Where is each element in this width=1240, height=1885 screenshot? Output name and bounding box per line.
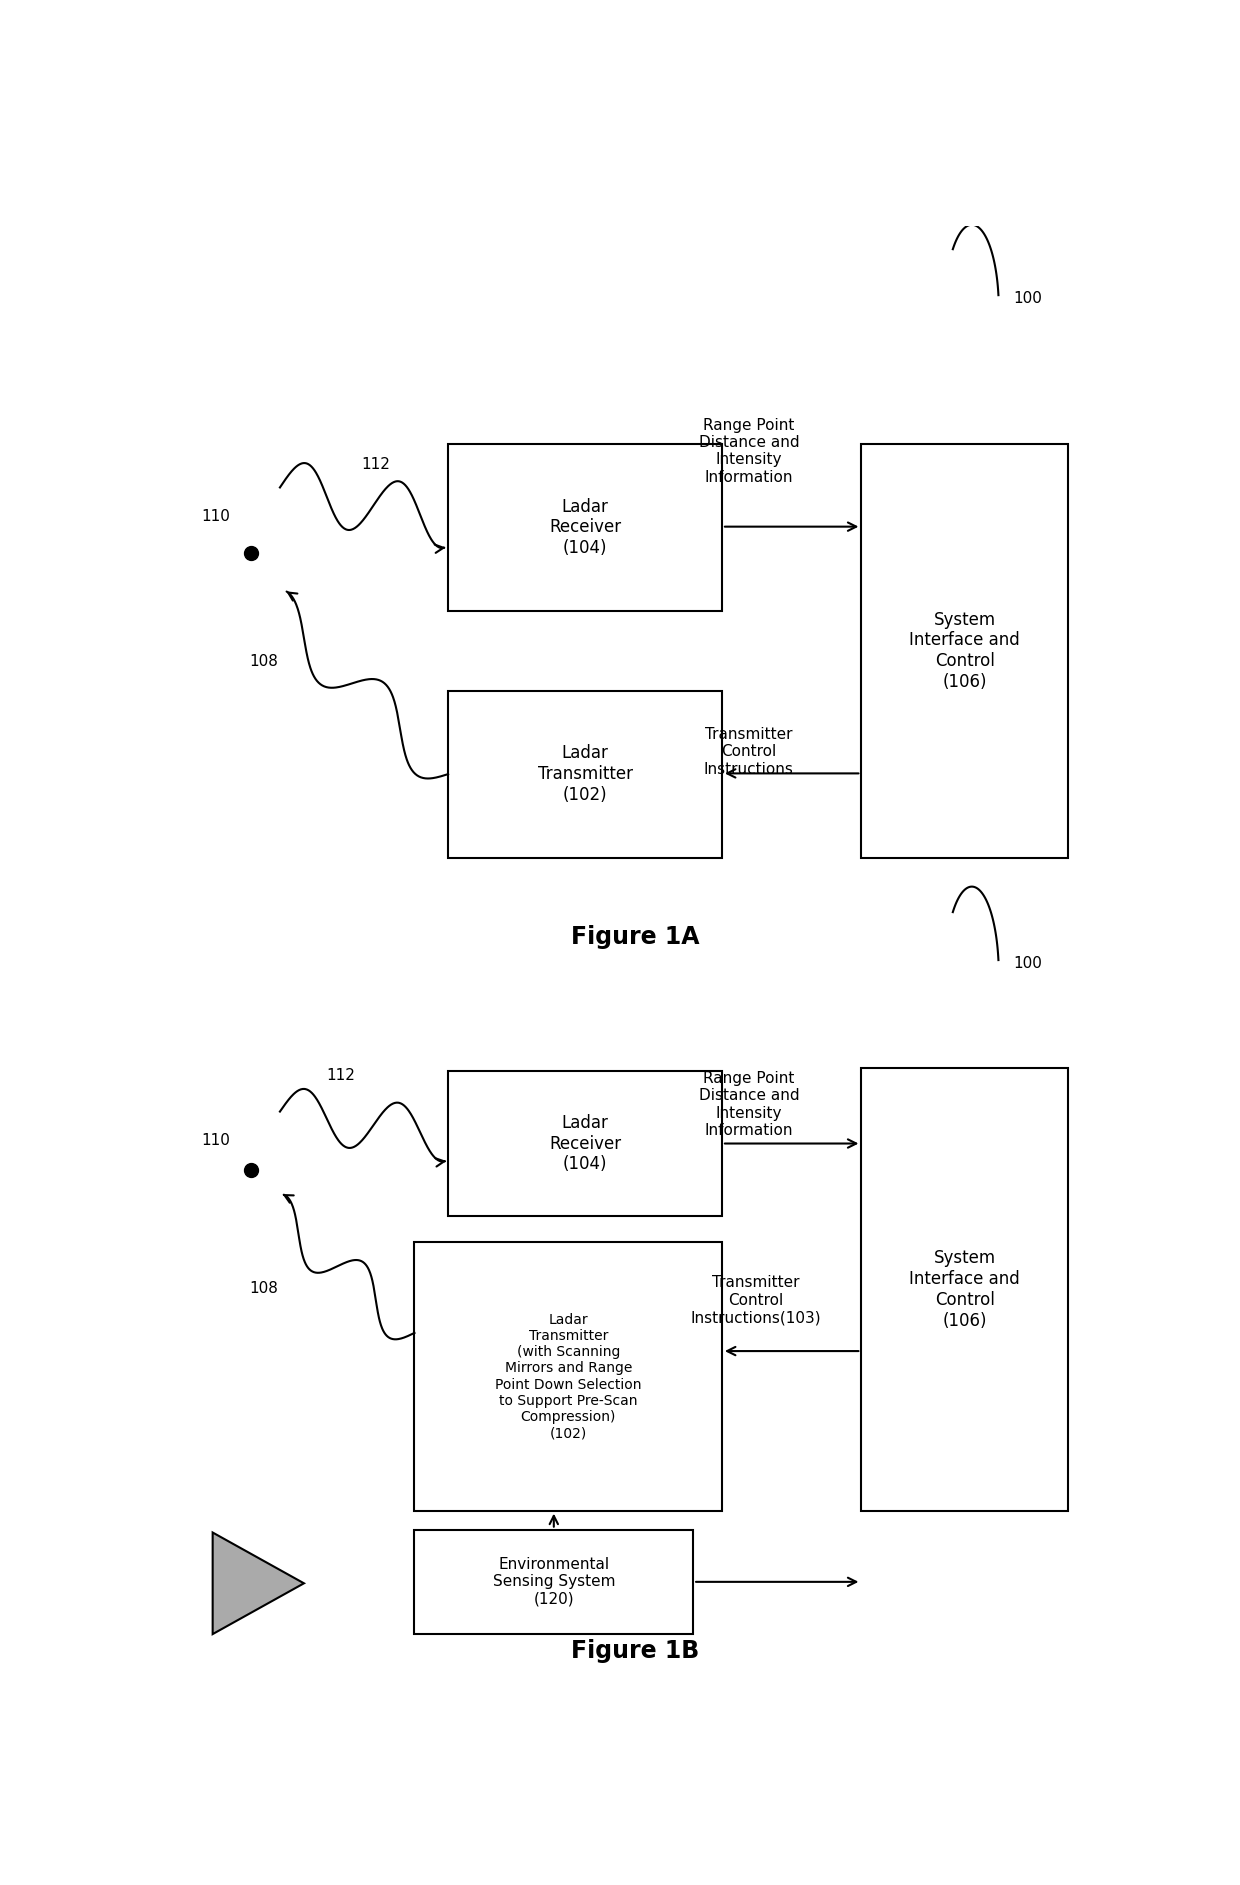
Text: Range Point
Distance and
Intensity
Information: Range Point Distance and Intensity Infor… bbox=[698, 1071, 800, 1139]
Text: 108: 108 bbox=[249, 1282, 278, 1297]
Text: Ladar
Receiver
(104): Ladar Receiver (104) bbox=[549, 1114, 621, 1172]
Text: System
Interface and
Control
(106): System Interface and Control (106) bbox=[909, 1250, 1021, 1329]
Text: 100: 100 bbox=[1013, 956, 1042, 971]
Text: Ladar
Transmitter
(102): Ladar Transmitter (102) bbox=[538, 745, 632, 803]
Text: 110: 110 bbox=[201, 509, 229, 524]
Bar bbox=[448, 1071, 722, 1216]
Text: Transmitter
Control
Instructions: Transmitter Control Instructions bbox=[704, 728, 794, 777]
Polygon shape bbox=[213, 1533, 304, 1634]
Bar bbox=[448, 443, 722, 611]
Text: 112: 112 bbox=[326, 1067, 355, 1082]
Bar bbox=[448, 690, 722, 858]
Bar bbox=[862, 445, 1068, 858]
Text: Range Point
Distance and
Intensity
Information: Range Point Distance and Intensity Infor… bbox=[698, 418, 800, 484]
Bar bbox=[414, 1242, 722, 1510]
Text: Environmental
Sensing System
(120): Environmental Sensing System (120) bbox=[492, 1557, 615, 1606]
Text: Ladar
Receiver
(104): Ladar Receiver (104) bbox=[549, 498, 621, 558]
Text: System
Interface and
Control
(106): System Interface and Control (106) bbox=[909, 611, 1021, 692]
Text: 100: 100 bbox=[1013, 292, 1042, 305]
Text: 112: 112 bbox=[362, 456, 391, 471]
Text: Figure 1B: Figure 1B bbox=[572, 1640, 699, 1663]
Text: 108: 108 bbox=[249, 654, 278, 669]
Text: Ladar
Transmitter
(with Scanning
Mirrors and Range
Point Down Selection
to Suppo: Ladar Transmitter (with Scanning Mirrors… bbox=[495, 1312, 641, 1440]
Text: Figure 1A: Figure 1A bbox=[572, 926, 699, 950]
Text: Transmitter
Control
Instructions(103): Transmitter Control Instructions(103) bbox=[691, 1276, 821, 1325]
Bar bbox=[862, 1069, 1068, 1510]
Bar bbox=[414, 1529, 693, 1634]
Text: 110: 110 bbox=[201, 1133, 229, 1148]
